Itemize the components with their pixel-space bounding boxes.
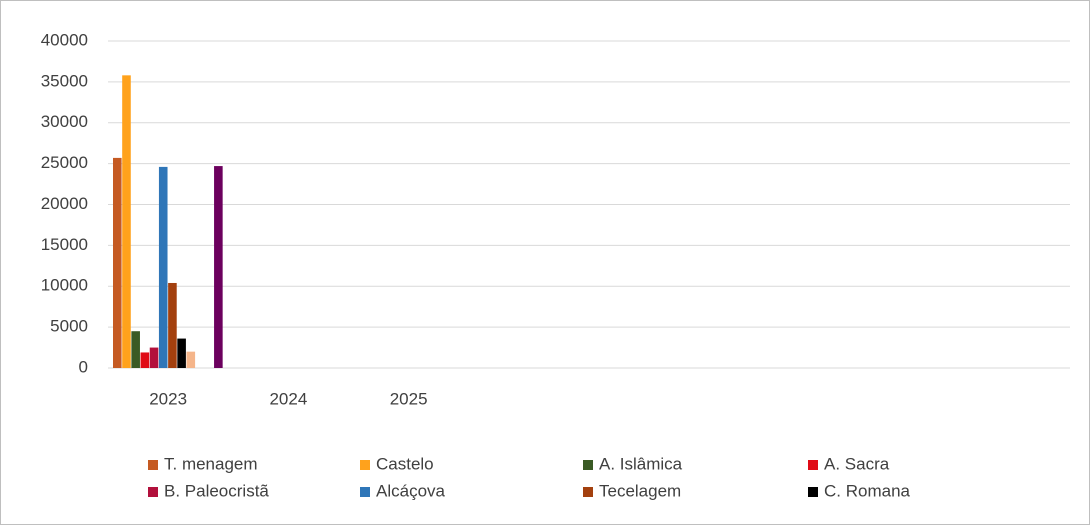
bar bbox=[113, 157, 122, 368]
x-tick-label: 2023 bbox=[149, 389, 187, 408]
x-tick-label: 2024 bbox=[269, 389, 307, 408]
legend-swatch bbox=[808, 460, 818, 470]
bar bbox=[149, 347, 159, 368]
y-tick-label: 30000 bbox=[41, 112, 88, 131]
bar bbox=[177, 338, 186, 368]
legend-swatch bbox=[583, 460, 593, 470]
y-tick-label: 15000 bbox=[41, 235, 88, 254]
legend-label: A. Sacra bbox=[824, 454, 890, 473]
legend-swatch bbox=[360, 460, 370, 470]
x-tick-label: 2025 bbox=[390, 389, 428, 408]
bar bbox=[131, 331, 140, 368]
bar bbox=[186, 351, 196, 368]
y-tick-label: 0 bbox=[79, 357, 88, 376]
legend-swatch bbox=[583, 487, 593, 497]
y-tick-label: 5000 bbox=[50, 317, 88, 336]
legend-label: T. menagem bbox=[164, 454, 258, 473]
legend-label: Tecelagem bbox=[599, 481, 681, 500]
legend-swatch bbox=[360, 487, 370, 497]
y-tick-label: 40000 bbox=[41, 30, 88, 49]
legend-swatch bbox=[148, 487, 158, 497]
legend-swatch bbox=[808, 487, 818, 497]
legend-label: Alcáçova bbox=[376, 481, 446, 500]
legend-label: C. Romana bbox=[824, 481, 911, 500]
y-tick-label: 20000 bbox=[41, 194, 88, 213]
bar bbox=[158, 166, 168, 368]
bar bbox=[168, 282, 177, 368]
bar bbox=[122, 75, 131, 369]
y-tick-label: 35000 bbox=[41, 71, 88, 90]
y-tick-label: 25000 bbox=[41, 153, 88, 172]
bar bbox=[140, 352, 150, 368]
y-tick-label: 10000 bbox=[41, 276, 88, 295]
legend-label: B. Paleocristã bbox=[164, 481, 269, 500]
legend-swatch bbox=[148, 460, 158, 470]
legend-label: A. Islâmica bbox=[599, 454, 683, 473]
legend-label: Castelo bbox=[376, 454, 434, 473]
bar bbox=[214, 166, 223, 368]
